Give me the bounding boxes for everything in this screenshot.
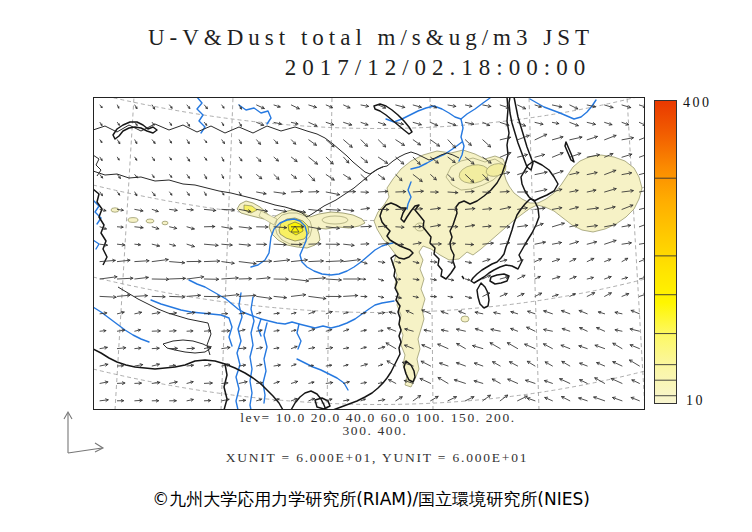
chart-datetime: 2017/12/02.18:00:00 [285, 55, 591, 81]
map-frame [94, 98, 645, 410]
map-plot [93, 97, 645, 410]
graticule-lines [93, 97, 645, 410]
wind-vectors-layer [100, 105, 645, 402]
axes-indicator [50, 405, 110, 461]
copyright-credit: ©九州大学応用力学研究所(RIAM)/国立環境研究所(NIES) [152, 488, 590, 511]
colorbar-min-label: 10 [686, 393, 705, 409]
dust-forecast-page: U-V&Dust total m/s&ug/m3 JST 2017/12/02.… [0, 0, 752, 532]
vector-units-label: XUNIT = 6.000E+01, YUNIT = 6.000E+01 [226, 450, 529, 466]
dust-concentration-layer [111, 150, 642, 387]
contour-levels-line2: 300. 400. [342, 423, 407, 439]
colorbar [654, 100, 678, 404]
chart-title: U-V&Dust total m/s&ug/m3 JST [148, 25, 594, 51]
colorbar-max-label: 400 [683, 95, 712, 111]
